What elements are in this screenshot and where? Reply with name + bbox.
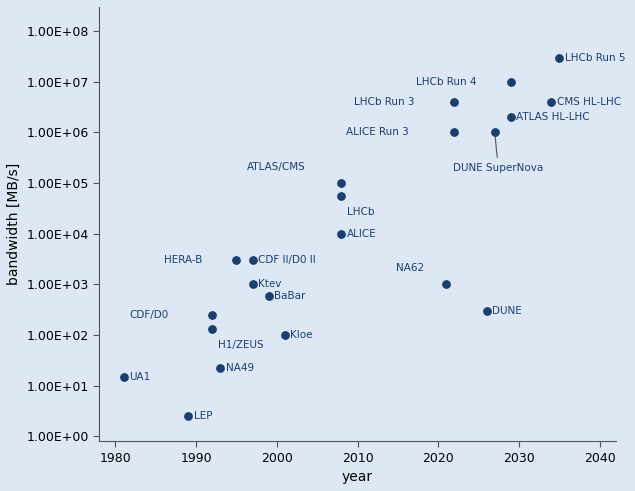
Text: LHCb: LHCb [347, 207, 375, 217]
Point [481, 307, 491, 315]
Point [248, 280, 258, 288]
Text: HERA-B: HERA-B [164, 255, 203, 265]
Point [207, 325, 217, 333]
Text: LHCb Run 4: LHCb Run 4 [417, 77, 477, 87]
Text: CDF/D0: CDF/D0 [129, 310, 168, 320]
Point [554, 54, 565, 61]
Point [207, 311, 217, 319]
Text: UA1: UA1 [129, 372, 150, 382]
Text: CDF II/D0 II: CDF II/D0 II [258, 255, 316, 265]
Text: ALICE Run 3: ALICE Run 3 [346, 127, 409, 137]
Point [450, 98, 460, 106]
Text: ATLAS HL-LHC: ATLAS HL-LHC [516, 112, 590, 122]
Point [231, 256, 241, 264]
Point [337, 192, 347, 200]
Text: BaBar: BaBar [274, 291, 305, 300]
Point [441, 280, 451, 288]
Text: NA62: NA62 [396, 263, 424, 273]
Point [450, 129, 460, 136]
Text: ATLAS/CMS: ATLAS/CMS [247, 162, 305, 172]
Text: H1/ZEUS: H1/ZEUS [218, 340, 264, 350]
Point [337, 230, 347, 238]
Text: CMS HL-LHC: CMS HL-LHC [557, 97, 621, 107]
Y-axis label: bandwidth [MB/s]: bandwidth [MB/s] [7, 163, 21, 285]
Text: LEP: LEP [194, 411, 212, 421]
Point [546, 98, 556, 106]
Point [490, 129, 500, 136]
Text: NA49: NA49 [226, 363, 254, 373]
Text: Ktev: Ktev [258, 279, 281, 289]
Text: DUNE: DUNE [492, 306, 522, 316]
Point [215, 364, 225, 372]
Text: LHCb Run 3: LHCb Run 3 [354, 97, 415, 107]
X-axis label: year: year [342, 470, 373, 484]
Point [248, 256, 258, 264]
Point [183, 412, 193, 420]
Text: DUNE SuperNova: DUNE SuperNova [453, 135, 544, 173]
Point [264, 292, 274, 300]
Point [280, 331, 290, 339]
Text: ALICE: ALICE [347, 229, 377, 239]
Point [506, 78, 516, 85]
Point [506, 113, 516, 121]
Text: Kloe: Kloe [290, 330, 313, 340]
Point [118, 373, 128, 381]
Point [337, 179, 347, 187]
Text: LHCb Run 5: LHCb Run 5 [565, 53, 625, 62]
